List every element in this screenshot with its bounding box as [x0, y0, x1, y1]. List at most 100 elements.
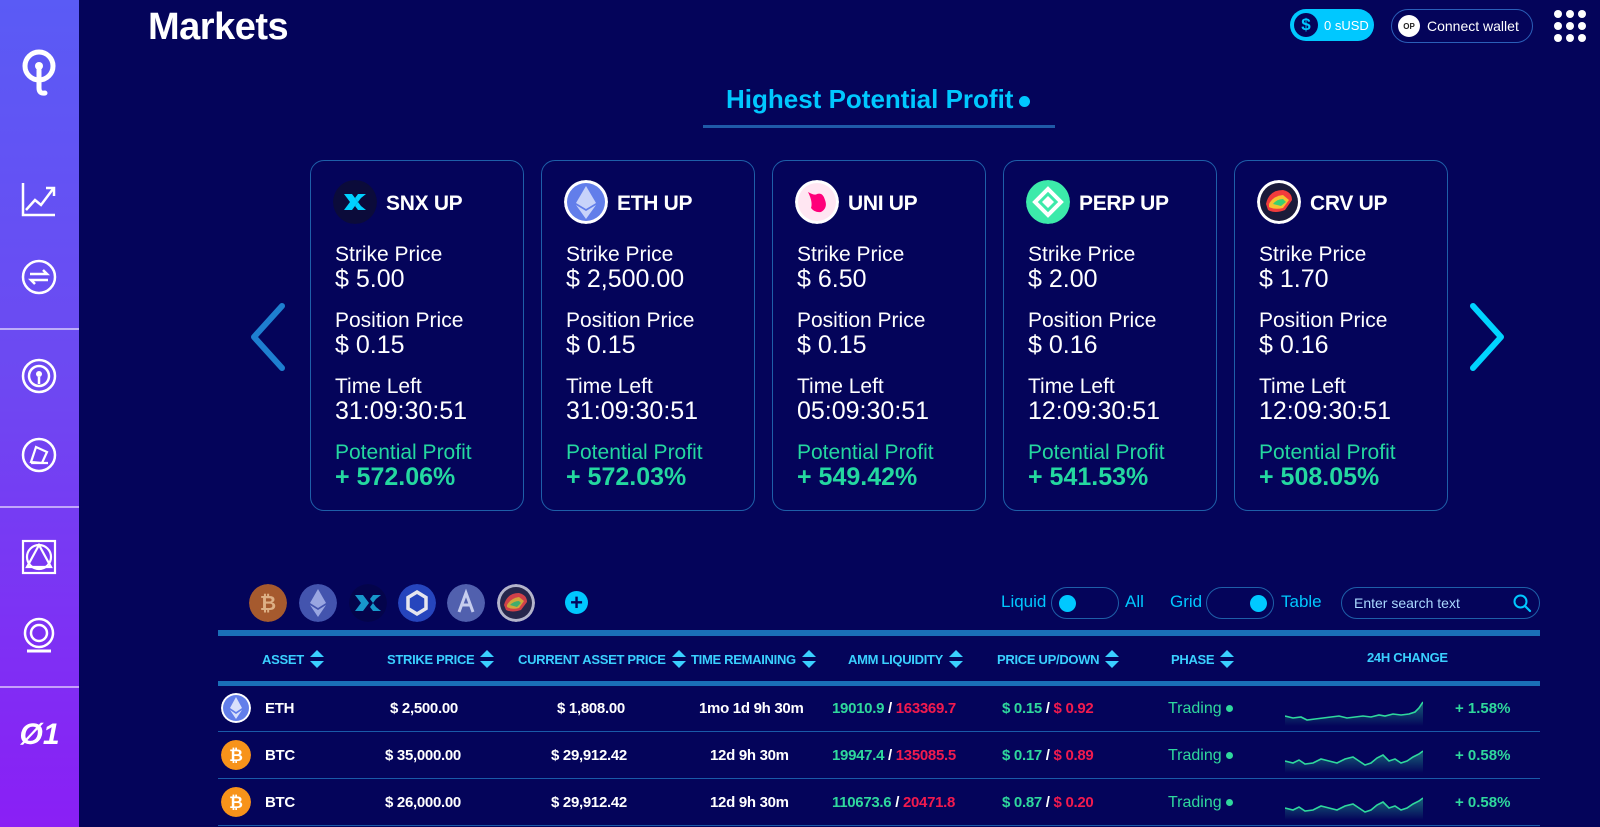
page-title: Markets — [148, 6, 289, 48]
asset-name: BTC — [265, 794, 295, 811]
strike-value: $ 1.70 — [1259, 265, 1329, 293]
header-phase[interactable]: PHASE — [1171, 650, 1235, 668]
profit-value: + 508.05% — [1259, 463, 1380, 491]
time-value: 12:09:30:51 — [1259, 397, 1392, 425]
amm-liquidity: 19010.9 / 163369.7 — [832, 700, 956, 717]
title-underline — [703, 125, 1055, 128]
apps-grid-icon[interactable] — [1554, 10, 1586, 42]
card-title: UNI UP — [848, 192, 918, 215]
profit-card-perp[interactable]: PERP UP Strike Price $ 2.00 Position Pri… — [1003, 160, 1217, 511]
add-filter-button[interactable]: + — [565, 591, 588, 614]
profit-card-crv[interactable]: CRV UP Strike Price $ 1.70 Position Pric… — [1234, 160, 1448, 511]
thales-royale-icon[interactable] — [20, 357, 58, 395]
carousel-prev-button[interactable] — [248, 302, 288, 372]
vaults-icon[interactable] — [20, 616, 58, 654]
perp-coin-icon — [1026, 180, 1070, 224]
separator: / — [895, 794, 900, 811]
header-label: CURRENT ASSET PRICE — [518, 651, 666, 667]
position-value: $ 0.16 — [1259, 331, 1329, 359]
search-icon[interactable] — [1512, 593, 1532, 613]
header-price-up-down[interactable]: PRICE UP/DOWN — [997, 650, 1120, 668]
eth-filter-icon[interactable] — [299, 584, 337, 622]
table-row[interactable]: ₿ BTC $ 35,000.00 $ 29,912.42 12d 9h 30m… — [218, 733, 1540, 779]
sort-icon — [1220, 650, 1235, 668]
position-value: $ 0.15 — [797, 331, 867, 359]
price-up-down: $ 0.87 / $ 0.20 — [1002, 794, 1094, 811]
svg-text:₿: ₿ — [229, 793, 243, 813]
sidebar: Ø1 — [0, 0, 79, 827]
grid-label: Grid — [1170, 592, 1203, 611]
phase-label: Trading — [1168, 747, 1222, 764]
separator: / — [1045, 700, 1050, 717]
profit-value: + 572.06% — [335, 463, 456, 491]
table-row[interactable]: ETH $ 2,500.00 $ 1,808.00 1mo 1d 9h 30m … — [218, 686, 1540, 732]
snx-filter-icon[interactable] — [349, 584, 387, 622]
logo-icon[interactable] — [18, 48, 60, 98]
crv-filter-icon[interactable] — [497, 584, 535, 622]
table-header-border — [218, 681, 1540, 686]
sort-icon — [309, 650, 324, 668]
info-dot-icon[interactable] — [1019, 95, 1031, 107]
svg-text:₿: ₿ — [229, 746, 243, 766]
card-title: ETH UP — [617, 192, 693, 215]
profit-card-snx[interactable]: SNX UP Strike Price $ 5.00 Position Pric… — [310, 160, 524, 511]
change-24h: + 0.58% — [1455, 794, 1511, 811]
profit-value: + 572.03% — [566, 463, 687, 491]
op-token-link[interactable]: Ø1 — [19, 718, 60, 751]
time-remaining: 12d 9h 30m — [710, 747, 789, 764]
view-toggle[interactable] — [1206, 587, 1274, 619]
search-input[interactable]: Enter search text — [1341, 587, 1540, 619]
link-filter-icon[interactable] — [398, 584, 436, 622]
highest-profit-title: Highest Potential Profit — [700, 84, 1060, 115]
price-up-down: $ 0.17 / $ 0.89 — [1002, 747, 1094, 764]
highest-profit-title-text: Highest Potential Profit — [726, 84, 1014, 114]
connect-wallet-button[interactable]: OP Connect wallet — [1391, 9, 1533, 43]
position-label: Position Price — [1028, 309, 1157, 332]
header-strike-price[interactable]: STRIKE PRICE — [387, 650, 495, 668]
phase-label: Trading — [1168, 700, 1222, 717]
time-value: 31:09:30:51 — [566, 397, 699, 425]
header-amm-liquidity[interactable]: AMM LIQUIDITY — [848, 650, 964, 668]
position-label: Position Price — [797, 309, 926, 332]
profit-value: + 549.42% — [797, 463, 918, 491]
sort-icon — [1105, 650, 1120, 668]
exotic-markets-icon[interactable] — [20, 436, 58, 474]
sidebar-divider — [0, 328, 79, 330]
position-value: $ 0.16 — [1028, 331, 1098, 359]
markets-chart-icon[interactable] — [20, 180, 58, 218]
liquidity-up: 19947.4 — [832, 747, 885, 764]
table-row[interactable]: ₿ BTC $ 26,000.00 $ 29,912.42 12d 9h 30m… — [218, 780, 1540, 826]
strike-label: Strike Price — [1028, 243, 1136, 266]
time-value: 05:09:30:51 — [797, 397, 930, 425]
profit-card-eth[interactable]: ETH UP Strike Price $ 2,500.00 Position … — [541, 160, 755, 511]
susd-icon: $ — [1294, 13, 1318, 37]
phase-status: Trading — [1168, 794, 1233, 812]
phase-status: Trading — [1168, 700, 1233, 718]
strike-value: $ 6.50 — [797, 265, 867, 293]
header-current-asset-price[interactable]: CURRENT ASSET PRICE — [518, 650, 686, 668]
aave-filter-icon[interactable] — [447, 584, 485, 622]
separator: / — [888, 747, 892, 764]
asset-name: ETH — [265, 700, 295, 717]
balance-badge[interactable]: $ 0 sUSD — [1290, 9, 1374, 41]
strike-price: $ 2,500.00 — [390, 700, 458, 717]
carousel-next-button[interactable] — [1467, 302, 1507, 372]
liquidity-down: 163369.7 — [895, 700, 956, 717]
price-down: $ 0.20 — [1053, 794, 1094, 811]
liquid-toggle[interactable] — [1051, 587, 1119, 619]
header-asset[interactable]: ASSET — [262, 650, 324, 668]
header-label: TIME REMAINING — [691, 651, 796, 667]
staking-icon[interactable] — [20, 538, 58, 576]
btc-filter-icon[interactable]: ₿ — [249, 584, 287, 622]
liquidity-up: 19010.9 — [832, 700, 885, 717]
search-placeholder: Enter search text — [1354, 595, 1460, 611]
header-time-remaining[interactable]: TIME REMAINING — [691, 650, 816, 668]
profit-label: Potential Profit — [1028, 441, 1165, 464]
strike-price: $ 35,000.00 — [385, 747, 461, 764]
header-label: ASSET — [262, 651, 304, 667]
sidebar-divider — [0, 506, 79, 508]
swap-icon[interactable] — [20, 258, 58, 296]
time-label: Time Left — [1259, 375, 1346, 398]
strike-label: Strike Price — [335, 243, 443, 266]
profit-card-uni[interactable]: UNI UP Strike Price $ 6.50 Position Pric… — [772, 160, 986, 511]
